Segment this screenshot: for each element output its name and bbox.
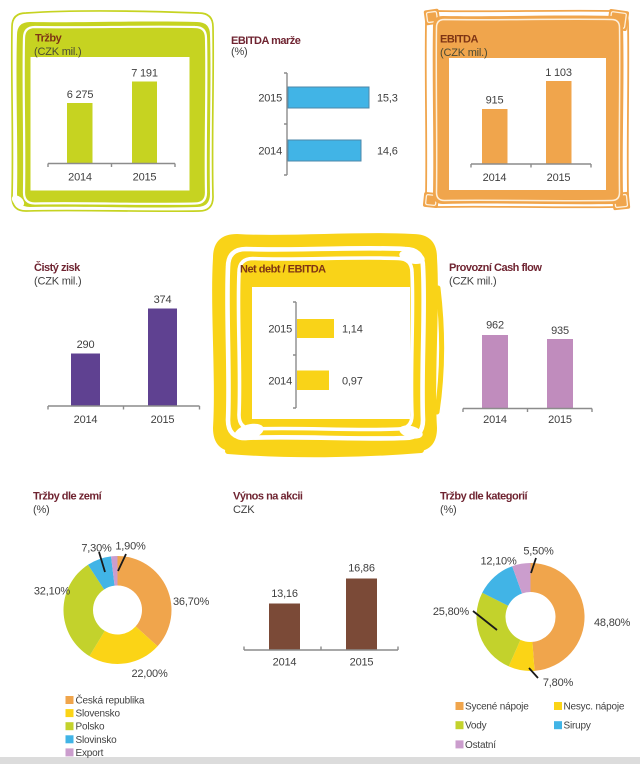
svg-text:Slovinsko: Slovinsko (76, 735, 118, 746)
svg-text:2014: 2014 (483, 414, 507, 426)
svg-text:Výnos na akcii: Výnos na akcii (233, 491, 303, 503)
svg-text:2015: 2015 (151, 414, 175, 426)
svg-text:1,90%: 1,90% (115, 541, 146, 553)
svg-text:5,50%: 5,50% (523, 546, 554, 558)
svg-text:2014: 2014 (74, 414, 98, 426)
svg-text:7,30%: 7,30% (81, 543, 112, 555)
svg-text:Net debt / EBITDA: Net debt / EBITDA (240, 264, 326, 276)
svg-text:2015: 2015 (548, 414, 572, 426)
svg-text:Sirupy: Sirupy (564, 721, 591, 732)
svg-text:14,6: 14,6 (377, 146, 398, 158)
svg-text:EBITDA: EBITDA (440, 34, 479, 46)
svg-text:Tržby: Tržby (35, 33, 63, 45)
svg-text:Nesyc. nápoje: Nesyc. nápoje (564, 702, 625, 713)
svg-text:(CZK mil.): (CZK mil.) (449, 276, 497, 288)
svg-text:(%): (%) (231, 46, 248, 58)
svg-text:290: 290 (77, 339, 95, 351)
svg-text:Sycené nápoje: Sycené nápoje (465, 702, 529, 713)
svg-text:(%): (%) (33, 504, 50, 516)
svg-text:2015: 2015 (268, 324, 292, 336)
svg-text:1 103: 1 103 (545, 67, 572, 79)
svg-text:Vody: Vody (465, 721, 487, 732)
svg-text:915: 915 (486, 95, 504, 107)
svg-text:7 191: 7 191 (131, 68, 158, 80)
svg-text:Slovensko: Slovensko (76, 709, 121, 720)
svg-text:15,3: 15,3 (377, 93, 398, 105)
svg-text:2014: 2014 (483, 172, 507, 184)
svg-text:(%): (%) (440, 504, 457, 516)
svg-text:13,16: 13,16 (271, 588, 298, 600)
svg-text:Čistý zisk: Čistý zisk (34, 261, 81, 274)
svg-text:Polsko: Polsko (76, 722, 105, 733)
svg-text:Ostatní: Ostatní (465, 740, 496, 751)
svg-text:962: 962 (486, 320, 504, 332)
svg-text:Česká republika: Česká republika (76, 694, 145, 707)
svg-text:935: 935 (551, 325, 569, 337)
svg-text:36,70%: 36,70% (173, 596, 210, 608)
svg-text:2014: 2014 (273, 657, 297, 669)
svg-text:Tržby dle zemí: Tržby dle zemí (33, 491, 103, 503)
svg-text:EBITDA marže: EBITDA marže (231, 35, 301, 47)
svg-text:25,80%: 25,80% (433, 606, 470, 618)
svg-text:Tržby dle kategorií: Tržby dle kategorií (440, 491, 529, 503)
svg-text:6 275: 6 275 (67, 89, 94, 101)
svg-text:22,00%: 22,00% (131, 668, 168, 680)
svg-text:7,80%: 7,80% (543, 677, 574, 689)
svg-text:48,80%: 48,80% (594, 617, 631, 629)
svg-text:Provozní Cash flow: Provozní Cash flow (449, 262, 542, 274)
svg-text:374: 374 (154, 294, 172, 306)
svg-text:2015: 2015 (133, 172, 157, 184)
svg-text:(CZK mil.): (CZK mil.) (34, 46, 82, 58)
svg-text:1,14: 1,14 (342, 324, 363, 336)
svg-text:CZK: CZK (233, 504, 255, 516)
svg-text:16,86: 16,86 (348, 563, 375, 575)
svg-text:(CZK mil.): (CZK mil.) (440, 47, 488, 59)
svg-text:(CZK mil.): (CZK mil.) (34, 276, 82, 288)
svg-text:32,10%: 32,10% (34, 586, 71, 598)
svg-text:2015: 2015 (350, 657, 374, 669)
svg-text:2014: 2014 (68, 172, 92, 184)
svg-text:2014: 2014 (258, 146, 282, 158)
svg-text:2014: 2014 (268, 376, 292, 388)
svg-text:12,10%: 12,10% (480, 556, 517, 568)
svg-text:2015: 2015 (547, 172, 571, 184)
svg-text:Export: Export (76, 748, 104, 759)
svg-text:0,97: 0,97 (342, 376, 363, 388)
svg-text:2015: 2015 (258, 93, 282, 105)
